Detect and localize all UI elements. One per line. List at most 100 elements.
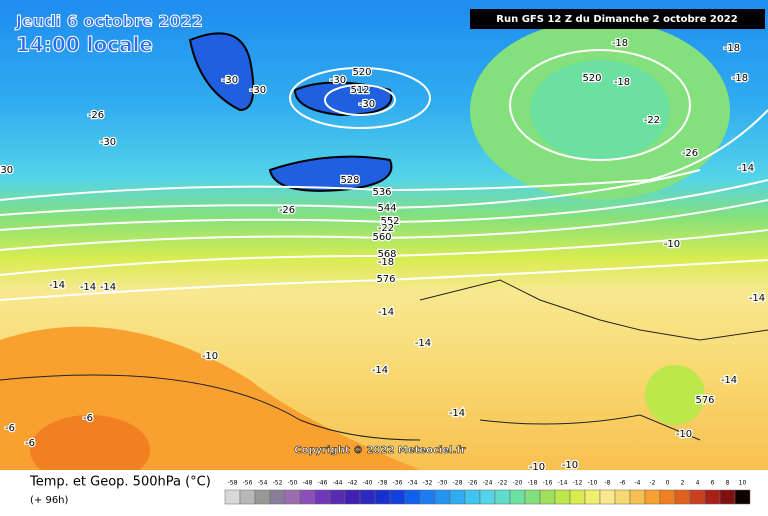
- legend-label: -22: [498, 480, 508, 487]
- legend-swatch: [539, 489, 556, 505]
- legend-swatch: [449, 489, 466, 505]
- legend-swatch: [704, 489, 721, 505]
- contour-label: -26: [682, 148, 698, 159]
- legend-label: 4: [696, 480, 700, 487]
- contour-label: -10: [676, 429, 692, 440]
- contour-label: -10: [664, 239, 680, 250]
- legend-label: -38: [378, 480, 388, 487]
- legend-label: -36: [393, 480, 403, 487]
- contour-label: 576: [376, 274, 395, 285]
- legend-swatch: [329, 489, 346, 505]
- contour-label: -14: [738, 163, 754, 174]
- legend-swatch: [659, 489, 676, 505]
- legend-swatch: [434, 489, 451, 505]
- legend-label: -14: [558, 480, 568, 487]
- legend-label: 10: [739, 480, 747, 487]
- legend-label: -16: [543, 480, 553, 487]
- legend-label: -32: [423, 480, 433, 487]
- legend-swatch: [614, 489, 631, 505]
- legend-swatch: [404, 489, 421, 505]
- contour-label: -10: [529, 462, 545, 473]
- contour-label: -14: [372, 365, 388, 376]
- legend-swatch: [374, 489, 391, 505]
- legend-swatch: [239, 489, 256, 505]
- field: [530, 60, 670, 160]
- legend-swatch: [389, 489, 406, 505]
- contour-label: -30: [359, 99, 375, 110]
- contour-label: -30: [250, 85, 266, 96]
- contour-label: 544: [377, 203, 396, 214]
- contour-label: 568: [377, 249, 396, 260]
- legend-label: -34: [408, 480, 418, 487]
- legend-label: -6: [620, 480, 626, 487]
- legend-label: -56: [243, 480, 253, 487]
- contour-label: -22: [378, 223, 394, 234]
- contour-label: -14: [749, 293, 765, 304]
- legend-swatch: [644, 489, 661, 505]
- contour-label: -14: [49, 280, 65, 291]
- legend-swatch: [299, 489, 316, 505]
- legend-label: -50: [288, 480, 298, 487]
- legend-swatch: [494, 489, 511, 505]
- legend-label: 2: [681, 480, 685, 487]
- legend-swatch: [479, 489, 496, 505]
- lead-time: (+ 96h): [30, 495, 69, 506]
- legend-label: -8: [605, 480, 611, 487]
- legend-swatch: [254, 489, 271, 505]
- valid-date: Jeudi 6 octobre 2022: [15, 12, 203, 31]
- legend-swatch: [584, 489, 601, 505]
- contour-label: -6: [5, 423, 15, 434]
- contour-label: 552: [380, 216, 399, 227]
- legend-label: -46: [318, 480, 328, 487]
- legend-label: 6: [711, 480, 715, 487]
- run-box: [470, 9, 765, 29]
- contour-label: 512: [350, 85, 369, 96]
- legend-swatch: [464, 489, 481, 505]
- legend-label: -30: [438, 480, 448, 487]
- contour-label: -22: [644, 115, 660, 126]
- footer-title: Temp. et Geop. 500hPa (°C): [29, 475, 211, 490]
- contour-label: -26: [88, 110, 104, 121]
- legend-swatch: [284, 489, 301, 505]
- legend-swatch: [569, 489, 586, 505]
- legend-label: -24: [483, 480, 493, 487]
- legend-swatch: [674, 489, 691, 505]
- legend-label: -4: [635, 480, 641, 487]
- field: [645, 365, 705, 425]
- legend-label: -12: [573, 480, 583, 487]
- legend-swatch: [314, 489, 331, 505]
- legend-swatch: [344, 489, 361, 505]
- contour-label: -10: [202, 351, 218, 362]
- legend-label: -44: [333, 480, 343, 487]
- legend-swatch: [629, 489, 646, 505]
- legend-swatch: [689, 489, 706, 505]
- legend-label: -52: [273, 480, 283, 487]
- cold-core: [293, 81, 393, 117]
- contour-label: -30: [330, 75, 346, 86]
- contour-label: -14: [80, 282, 96, 293]
- legend-label: -40: [363, 480, 373, 487]
- coastlines: [0, 279, 768, 441]
- contour-label: -18: [614, 77, 630, 88]
- contour-label: -30: [222, 75, 238, 86]
- valid-time: 14:00 locale: [16, 33, 153, 57]
- contour-label: -6: [83, 413, 93, 424]
- contour-label: -30: [0, 165, 13, 176]
- legend-label: -10: [588, 480, 598, 487]
- contour-label: 576: [695, 395, 714, 406]
- contour-label: -14: [100, 282, 116, 293]
- legend-label: -2: [650, 480, 656, 487]
- legend-label: -18: [528, 480, 538, 487]
- legend-label: -48: [303, 480, 313, 487]
- legend-label: -26: [468, 480, 478, 487]
- contour-label: -18: [378, 257, 394, 268]
- contour-label: -14: [721, 375, 737, 386]
- contour-label: -14: [415, 338, 431, 349]
- contour-label: 536: [372, 187, 391, 198]
- legend-swatch: [554, 489, 571, 505]
- copyright: Copyright © 2022 Meteociel.fr: [294, 445, 465, 456]
- contour-label: -26: [279, 205, 295, 216]
- legend-label: -42: [348, 480, 358, 487]
- field: [30, 415, 150, 485]
